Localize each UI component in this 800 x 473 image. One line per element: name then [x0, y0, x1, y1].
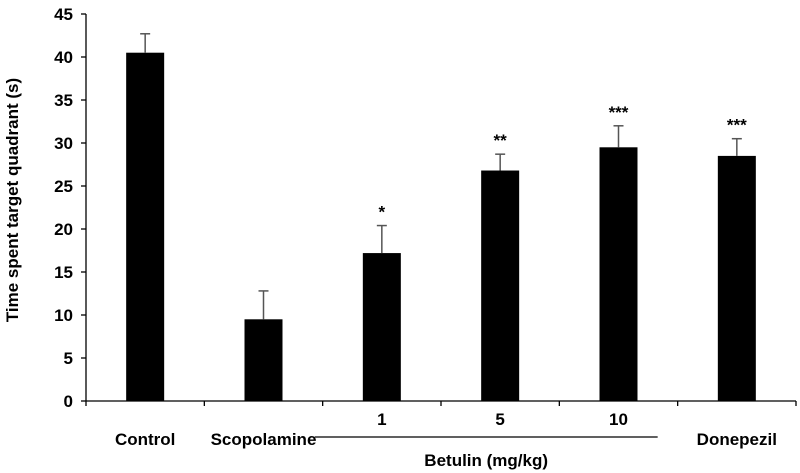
- bar: [717, 155, 756, 401]
- x-tick-label: 1: [377, 410, 386, 429]
- y-axis-label: Time spent target quadrant (s): [3, 78, 22, 322]
- y-tick-label: 15: [54, 263, 73, 282]
- y-axis-ticks: 0 5 10 15 20 25 30 35 40 45: [54, 5, 86, 411]
- y-tick-label: 25: [54, 177, 73, 196]
- bar: [599, 147, 638, 401]
- bar: [126, 52, 165, 401]
- significance-label: **: [494, 131, 508, 150]
- y-tick-label: 30: [54, 134, 73, 153]
- significance-label: *: [379, 203, 386, 222]
- bar: [362, 253, 401, 401]
- bar: [244, 319, 283, 401]
- y-tick-label: 35: [54, 91, 73, 110]
- y-tick-label: 10: [54, 306, 73, 325]
- x-tick-label: 10: [609, 410, 628, 429]
- bars: [126, 52, 756, 401]
- x-tick-label: 5: [495, 410, 504, 429]
- group-label: Betulin (mg/kg): [424, 451, 548, 470]
- x-tick-label: Control: [115, 430, 175, 449]
- significance-label: ***: [727, 116, 747, 135]
- x-tick-label: Scopolamine: [211, 430, 317, 449]
- y-tick-label: 20: [54, 220, 73, 239]
- y-tick-label: 45: [54, 5, 73, 24]
- y-tick-label: 40: [54, 48, 73, 67]
- error-bars: *********: [140, 33, 747, 320]
- x-axis-labels: Control Scopolamine 1 5 10 Donepezil: [115, 410, 777, 449]
- bar: [481, 170, 520, 401]
- x-tick-label: Donepezil: [697, 430, 777, 449]
- y-tick-label: 0: [64, 392, 73, 411]
- y-tick-label: 5: [64, 349, 73, 368]
- significance-label: ***: [609, 103, 629, 122]
- axes: [85, 14, 797, 406]
